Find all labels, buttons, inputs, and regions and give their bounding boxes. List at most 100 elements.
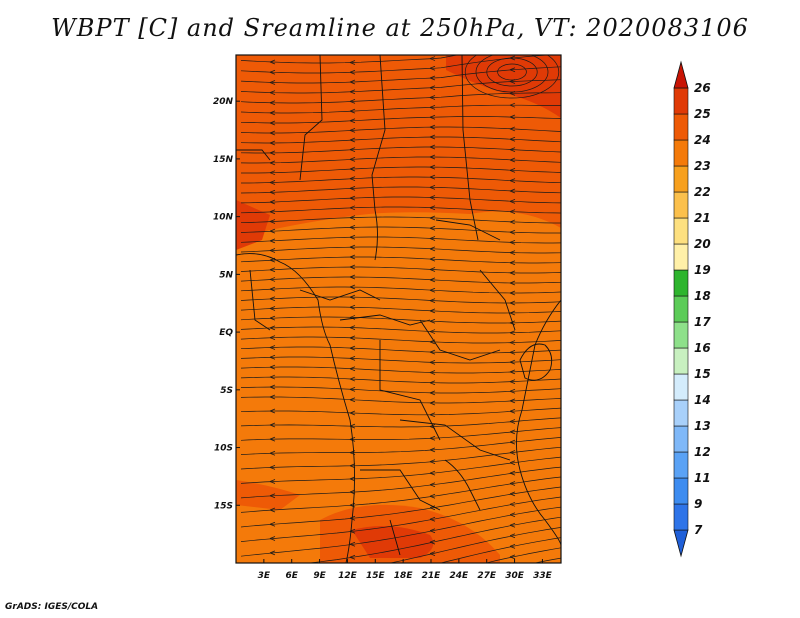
streamline-arrow bbox=[349, 99, 356, 104]
streamline bbox=[240, 196, 561, 204]
x-tick-label: 18E bbox=[394, 571, 414, 581]
streamline-arrow bbox=[349, 345, 356, 351]
colorbar-segment bbox=[673, 191, 689, 219]
streamline-arrow bbox=[429, 505, 436, 511]
streamline bbox=[240, 136, 561, 144]
streamline bbox=[240, 316, 561, 324]
colorbar-label: 15 bbox=[694, 367, 711, 381]
streamline-arrow bbox=[429, 205, 436, 211]
streamline-arrow bbox=[269, 199, 276, 205]
x-tick-label: 6E bbox=[286, 571, 299, 581]
streamline bbox=[240, 486, 561, 528]
streamline bbox=[240, 336, 561, 344]
streamline-arrow bbox=[269, 296, 276, 302]
streamline-arrow bbox=[429, 195, 436, 200]
streamline-arrow bbox=[509, 481, 516, 486]
x-axis: 3E 6E 9E 12E 15E 18E 21E 24E 27E 30E 33E bbox=[258, 559, 553, 581]
y-tick-label: 10N bbox=[213, 213, 234, 223]
x-tick-label: 24E bbox=[450, 571, 470, 581]
colorbar-label: 21 bbox=[694, 211, 711, 225]
streamline bbox=[240, 366, 561, 374]
streamline-arrow bbox=[349, 166, 356, 172]
streamline-arrow bbox=[429, 493, 436, 499]
streamline bbox=[240, 216, 561, 224]
x-tick-label: 12E bbox=[338, 571, 358, 581]
streamline bbox=[240, 296, 561, 304]
streamline-arrow bbox=[429, 380, 436, 386]
streamline-arrow bbox=[429, 95, 436, 100]
colorbar-label: 19 bbox=[694, 263, 711, 277]
x-tick-label: 3E bbox=[258, 571, 271, 581]
streamline-arrow bbox=[509, 398, 516, 404]
streamline-arrow bbox=[269, 59, 276, 65]
streamline-arrow bbox=[509, 167, 516, 173]
y-tick-label: 15S bbox=[214, 501, 233, 511]
streamline bbox=[240, 55, 460, 64]
streamline bbox=[240, 276, 561, 284]
streamline-arrow bbox=[509, 369, 516, 375]
colorbar-segment bbox=[673, 243, 689, 271]
streamline-arrow bbox=[269, 536, 276, 541]
y-axis: 20N 15N 10N 5N EQ 5S 10S 15S bbox=[213, 97, 240, 511]
streamline-arrow bbox=[269, 100, 276, 106]
streamline-arrow bbox=[509, 429, 516, 435]
streamline-arrow bbox=[269, 189, 276, 195]
streamline-arrow bbox=[269, 384, 276, 390]
streamline-arrow bbox=[509, 533, 516, 539]
colorbar-label: 18 bbox=[694, 289, 711, 303]
streamline-arrow bbox=[509, 330, 516, 336]
streamline-arrow bbox=[509, 229, 516, 235]
streamline-arrow bbox=[429, 56, 436, 61]
streamline-arrow bbox=[429, 174, 436, 180]
streamline-arrow bbox=[429, 236, 436, 241]
map-title: WBPT [C] and Sreamline at 250hPa, VT: 20… bbox=[51, 14, 749, 42]
streamline-arrow bbox=[429, 516, 436, 522]
streamline-arrow bbox=[509, 157, 516, 163]
streamline-arrow bbox=[269, 90, 276, 96]
streamline bbox=[240, 256, 561, 264]
streamline-arrow bbox=[429, 308, 436, 314]
streamline-arrow bbox=[349, 397, 356, 403]
streamline-arrow bbox=[269, 436, 276, 442]
streamline-arrow bbox=[509, 270, 516, 276]
streamline bbox=[240, 427, 561, 441]
streamline-arrow bbox=[349, 185, 356, 191]
plot-area bbox=[236, 55, 561, 611]
streamline-arrow bbox=[269, 277, 276, 282]
colorbar-segment bbox=[673, 373, 689, 401]
streamline-arrow bbox=[269, 315, 276, 321]
streamline-arrow bbox=[429, 277, 436, 283]
streamline-arrow bbox=[509, 419, 516, 424]
streamline-arrow bbox=[269, 180, 276, 185]
field-warm-southwest bbox=[236, 480, 300, 510]
streamline-arrow bbox=[349, 284, 356, 290]
streamline-arrow bbox=[269, 228, 276, 234]
credit-label: GrADS: IGES/COLA bbox=[5, 602, 99, 612]
streamline-arrow bbox=[429, 256, 436, 262]
x-tick-label: 27E bbox=[477, 571, 497, 581]
streamline bbox=[240, 104, 561, 114]
streamline-arrow bbox=[349, 502, 356, 508]
streamline-arrow bbox=[269, 493, 276, 499]
streamline bbox=[240, 156, 561, 164]
colorbar-segment bbox=[673, 321, 689, 349]
x-tick-label: 21E bbox=[422, 571, 442, 581]
streamline-arrow bbox=[429, 539, 436, 545]
streamline-arrow bbox=[349, 215, 356, 220]
colorbar: 7 9 11 12 13 14 15 16 17 18 19 20 21 22 23 24 25 26 bbox=[673, 60, 711, 558]
streamline-arrow bbox=[349, 69, 356, 75]
streamline-arrow bbox=[350, 607, 355, 611]
streamline-arrow bbox=[349, 234, 356, 240]
streamline-arrow bbox=[270, 579, 275, 583]
streamline-swirl bbox=[464, 55, 560, 99]
streamline-arrow bbox=[269, 354, 276, 360]
streamline-arrow bbox=[429, 329, 436, 334]
streamline-arrow bbox=[509, 450, 516, 455]
streamline-arrow bbox=[429, 412, 436, 418]
streamline-arrow bbox=[509, 188, 516, 194]
streamline-swirl bbox=[486, 57, 538, 87]
streamline-arrow bbox=[429, 370, 436, 375]
streamline-arrow bbox=[509, 219, 516, 225]
streamline-arrow bbox=[349, 89, 356, 95]
